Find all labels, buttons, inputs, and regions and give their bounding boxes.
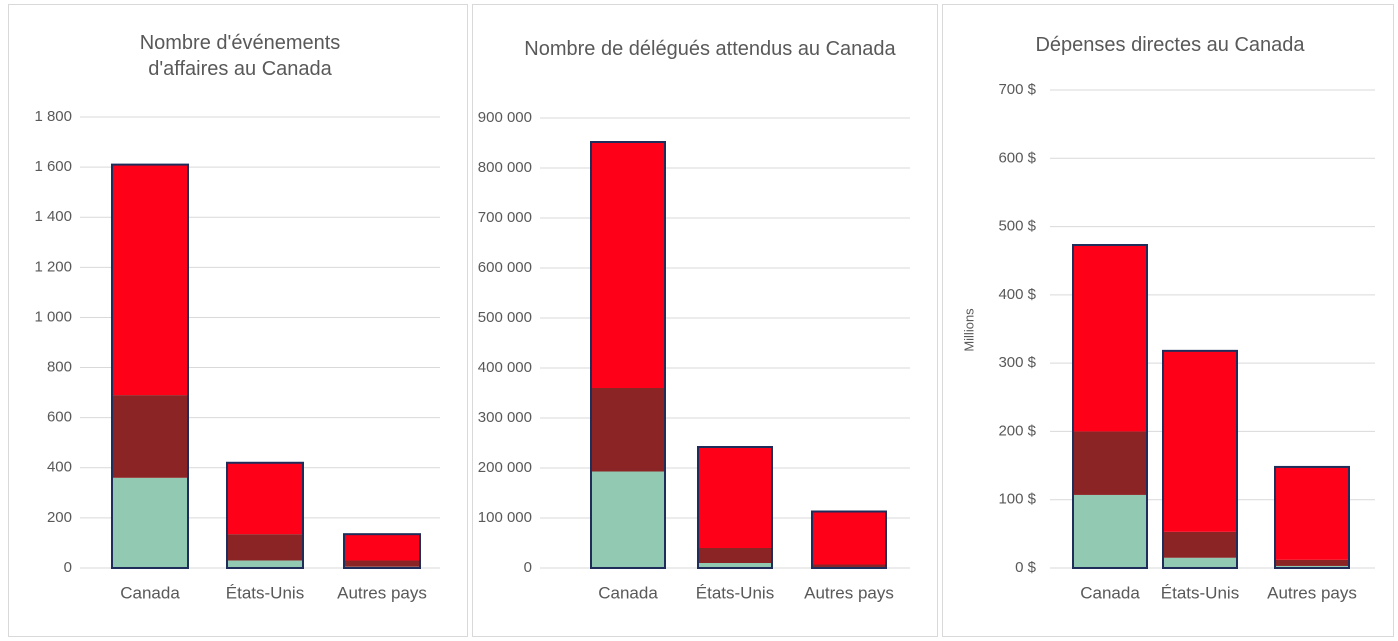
y-tick-label: 0 [524,559,532,576]
x-tick-label: Autres pays [337,583,427,602]
bar-segment [698,447,772,548]
bar-segment [812,511,886,565]
bar-segment [344,560,420,567]
bar-segment [591,388,665,472]
x-tick-label: États-Unis [226,583,304,602]
bar-outline [226,461,304,569]
bar-segment [698,548,772,563]
bar-segment [112,395,188,478]
y-tick-label: 1 000 [34,308,72,325]
bar-outline [697,446,773,569]
y-tick-label: 800 000 [478,159,532,176]
y-axis-label: Millions [961,308,976,352]
x-tick-label: Canada [120,583,180,602]
bar-outline [590,141,666,569]
bar-segment [1275,565,1349,568]
y-tick-label: 400 000 [478,359,532,376]
y-tick-label: 100 $ [998,491,1036,508]
bar-outline [1162,349,1238,570]
y-tick-label: 200 [47,509,72,526]
chart-title: Nombre de délégués attendus au Canada [524,38,896,60]
x-tick-label: Canada [598,583,658,602]
bar-segment [1073,245,1147,432]
y-tick-label: 400 [47,459,72,476]
y-tick-label: 1 200 [34,258,72,275]
y-tick-label: 600 000 [478,259,532,276]
bar-segment [227,560,303,568]
bar-outline [111,163,189,569]
panel [8,4,468,637]
y-tick-label: 600 $ [998,149,1036,166]
bar-segment [698,563,772,568]
bar-segment [1073,431,1147,495]
bar-outline [343,533,421,569]
y-tick-label: 700 000 [478,209,532,226]
y-tick-label: 900 000 [478,109,532,126]
bar-segment [344,534,420,561]
y-tick-label: 100 000 [478,509,532,526]
bar-segment [1275,466,1349,560]
y-tick-label: 0 [64,559,72,576]
bar-segment [112,164,188,396]
y-tick-label: 200 $ [998,422,1036,439]
y-tick-label: 400 $ [998,286,1036,303]
x-tick-label: États-Unis [696,583,774,602]
bar-segment [1163,350,1237,532]
bar-segment [812,564,886,567]
y-tick-label: 500 000 [478,309,532,326]
y-tick-label: 600 [47,409,72,426]
bar-outline [1274,465,1350,569]
x-tick-label: Autres pays [804,583,894,602]
chart-title: Dépenses directes au Canada [1035,34,1305,56]
y-tick-label: 200 000 [478,459,532,476]
panel [942,4,1394,637]
bar-segment [1275,559,1349,566]
y-tick-label: 300 000 [478,409,532,426]
chart-title: Nombre d'événements d'affaires au Canada [139,32,341,80]
y-tick-label: 500 $ [998,218,1036,235]
bar-segment [591,142,665,388]
y-tick-label: 800 [47,359,72,376]
y-tick-label: 1 600 [34,158,72,175]
y-tick-label: 300 $ [998,354,1036,371]
bar-segment [591,471,665,568]
y-tick-label: 700 $ [998,81,1036,98]
y-tick-label: 0 $ [1015,559,1037,576]
y-tick-label: 1 400 [34,208,72,225]
x-tick-label: États-Unis [1161,583,1239,602]
x-tick-label: Autres pays [1267,583,1357,602]
x-tick-label: Canada [1080,583,1140,602]
bar-segment [1163,557,1237,568]
panel [472,4,938,637]
bar-segment [227,462,303,535]
bar-segment [112,477,188,568]
y-tick-label: 1 800 [34,108,72,125]
bar-outline [1072,244,1148,569]
bar-segment [227,534,303,561]
bar-outline [811,510,887,569]
bar-segment [1163,531,1237,558]
bar-segment [1073,494,1147,568]
